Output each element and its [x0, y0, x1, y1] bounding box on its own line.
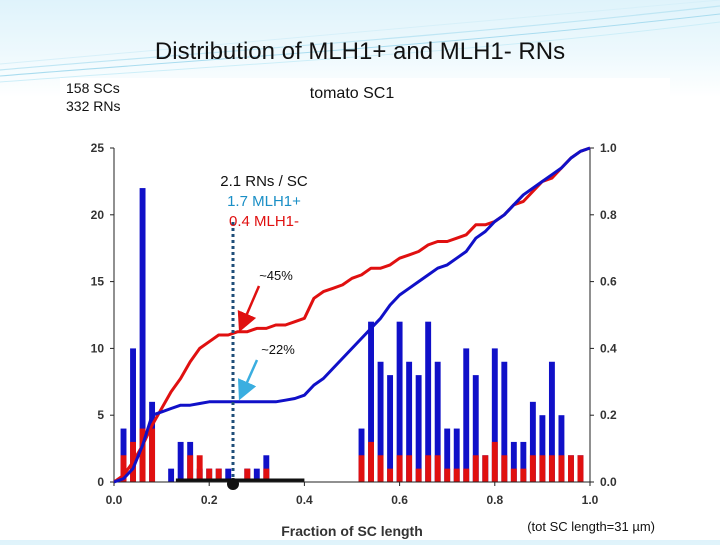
- bar-mlh1-plus: [387, 375, 394, 482]
- rn-count: 332 RNs: [66, 98, 121, 114]
- bar-mlh1-plus: [253, 468, 260, 482]
- x-tick-label: 1.0: [582, 493, 599, 507]
- x-tick-label: 0.8: [486, 493, 503, 507]
- bar-mlh1-minus: [415, 468, 422, 482]
- bar-mlh1-plus: [225, 468, 232, 482]
- bar-mlh1-plus: [396, 321, 403, 482]
- bar-mlh1-minus: [196, 455, 203, 482]
- bar-mlh1-plus: [463, 348, 470, 482]
- bar-mlh1-plus: [168, 468, 175, 482]
- y2-tick-label: 0.2: [600, 408, 617, 422]
- bar-mlh1-minus: [368, 441, 374, 482]
- bar-mlh1-minus: [358, 455, 365, 482]
- histogram-chart: tomato SC1 0.0 0.2 0.4 0.6 0.8 1.0 0 5 10 15 20 25 0.…: [91, 85, 617, 539]
- bar-mlh1-plus: [520, 441, 527, 482]
- y2-tick-label: 1.0: [600, 141, 617, 155]
- bar-mlh1-minus: [215, 468, 222, 482]
- bar-mlh1-minus: [529, 455, 536, 482]
- bar-mlh1-plus: [510, 441, 517, 482]
- bar-mlh1-minus: [434, 455, 441, 482]
- annotation-rate: 2.1 RNs / SC: [220, 173, 308, 190]
- bar-mlh1-plus: [558, 415, 565, 482]
- bar-mlh1-minus: [539, 455, 546, 482]
- y2-tick-label: 0.6: [600, 275, 617, 289]
- bar-mlh1-minus: [472, 455, 479, 482]
- arrow-to-red-curve: [237, 285, 261, 333]
- bar-mlh1-plus: [539, 415, 546, 482]
- bar-mlh1-minus: [453, 468, 460, 482]
- bar-mlh1-minus: [263, 468, 270, 482]
- footnote: (tot SC length=31 µm): [527, 519, 655, 534]
- bar-mlh1-plus: [377, 361, 384, 482]
- x-axis-label: Fraction of SC length: [281, 523, 423, 539]
- bar-mlh1-minus: [482, 455, 489, 482]
- annotation-mlh1-minus: 0.4 MLH1-: [229, 213, 299, 230]
- arrow-to-blue-curve: [237, 359, 259, 401]
- bar-mlh1-minus: [187, 455, 194, 482]
- bar-mlh1-minus: [244, 468, 251, 482]
- bar-mlh1-plus: [130, 348, 136, 482]
- marker-dot: [227, 478, 239, 490]
- bar-mlh1-minus: [501, 455, 508, 482]
- bar-mlh1-plus: [434, 361, 441, 482]
- sc-count: 158 SCs: [66, 80, 120, 96]
- bar-mlh1-minus: [406, 455, 413, 482]
- x-tick-label: 0.0: [106, 493, 123, 507]
- x-tick-label: 0.6: [391, 493, 408, 507]
- bar-mlh1-minus: [425, 455, 432, 482]
- bar-mlh1-plus: [472, 375, 479, 482]
- bar-mlh1-plus: [491, 348, 498, 482]
- bar-mlh1-minus: [463, 468, 470, 482]
- bar-mlh1-plus: [453, 428, 460, 482]
- bar-mlh1-plus: [548, 361, 555, 482]
- bar-mlh1-minus: [548, 455, 555, 482]
- bar-mlh1-minus: [139, 428, 146, 482]
- bar-mlh1-minus: [520, 468, 527, 482]
- bar-mlh1-plus: [139, 188, 146, 482]
- y-tick-label: 20: [91, 208, 105, 222]
- bar-mlh1-plus: [444, 428, 451, 482]
- slide-title: Distribution of MLH1+ and MLH1- RNs: [154, 38, 566, 65]
- bar-mlh1-minus: [510, 468, 517, 482]
- slide-header-decoration: [0, 0, 720, 83]
- y-tick-label: 25: [91, 141, 105, 155]
- cumulative-line-mlh1-plus: [113, 146, 591, 484]
- annotation-pct-blue: ~22%: [261, 342, 295, 357]
- bar-mlh1-plus: [368, 321, 374, 482]
- y-tick-label: 0: [97, 475, 104, 489]
- y-tick-label: 10: [91, 341, 105, 355]
- bar-mlh1-plus: [406, 361, 413, 482]
- annotation-mlh1-plus: 1.7 MLH1+: [227, 193, 301, 210]
- bar-mlh1-minus: [568, 455, 574, 482]
- bar-mlh1-minus: [149, 428, 156, 482]
- y-tick-label: 5: [97, 408, 104, 422]
- bar-mlh1-plus: [425, 321, 432, 482]
- bar-mlh1-minus: [387, 468, 394, 482]
- bar-mlh1-plus: [501, 361, 508, 482]
- y2-tick-label: 0.4: [600, 341, 617, 355]
- bar-mlh1-minus: [577, 455, 584, 482]
- bar-mlh1-minus: [396, 455, 403, 482]
- bar-mlh1-minus: [491, 441, 498, 482]
- bar-mlh1-plus: [415, 375, 422, 482]
- x-tick-label: 0.2: [201, 493, 218, 507]
- bar-mlh1-minus: [558, 455, 565, 482]
- y2-tick-label: 0.0: [600, 475, 617, 489]
- x-tick-label: 0.4: [296, 493, 313, 507]
- bar-mlh1-minus: [444, 468, 451, 482]
- chart-title: tomato SC1: [310, 85, 395, 102]
- bar-mlh1-minus: [120, 455, 127, 482]
- bar-mlh1-minus: [206, 468, 213, 482]
- y-tick-label: 15: [91, 275, 105, 289]
- y2-tick-label: 0.8: [600, 208, 617, 222]
- bar-mlh1-minus: [377, 455, 384, 482]
- annotation-pct-red: ~45%: [259, 268, 293, 283]
- chart-panel: tomato SC1 0.0 0.2 0.4 0.6 0.8 1.0 0 5 10 15 20 25 0.…: [60, 78, 670, 540]
- bar-mlh1-plus: [177, 441, 184, 482]
- bar-mlh1-plus: [529, 401, 536, 482]
